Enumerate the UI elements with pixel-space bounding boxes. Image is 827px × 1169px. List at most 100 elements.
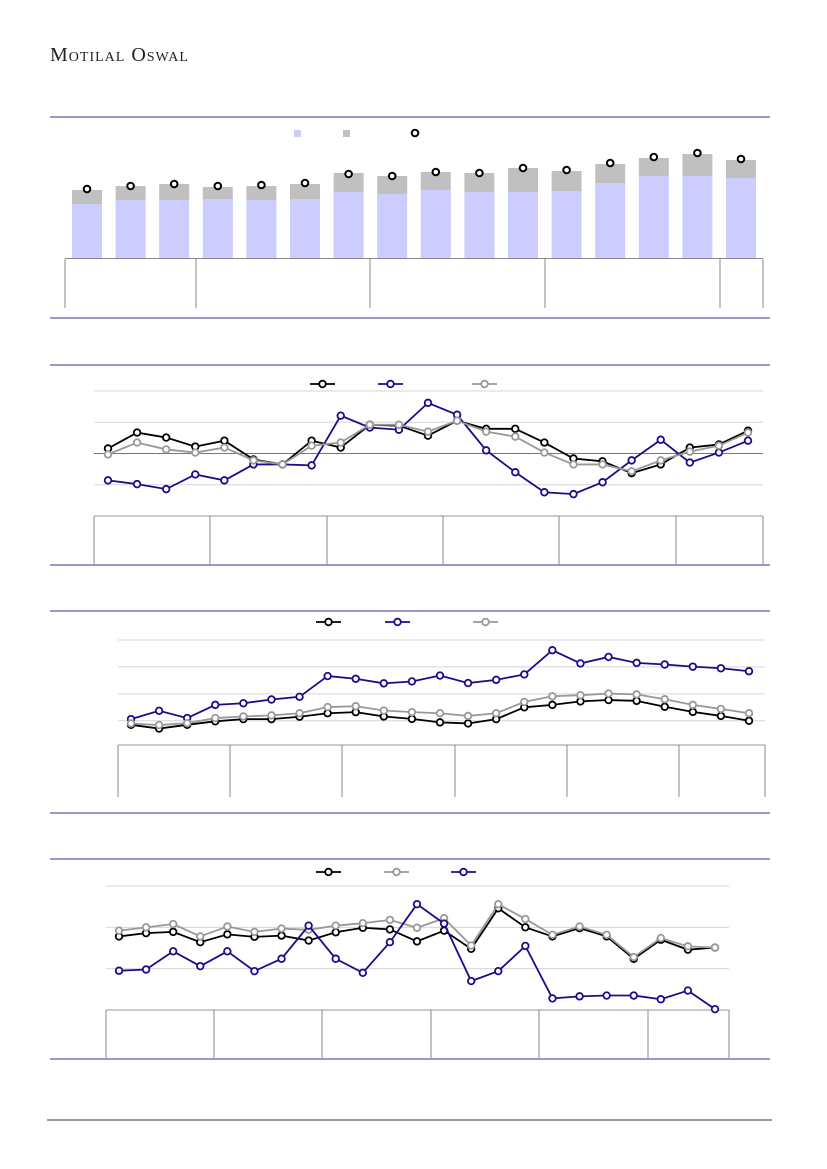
data-point-navy	[435, 671, 445, 680]
data-point-navy	[494, 966, 503, 976]
data-point-grey	[126, 719, 136, 728]
data-point-grey	[520, 697, 529, 707]
data-point-navy	[602, 991, 611, 1000]
data-point-grey	[394, 420, 404, 429]
data-point-navy	[520, 670, 529, 679]
data-point-navy	[576, 659, 585, 668]
data-point-grey	[569, 460, 578, 469]
legend-marker-navy	[393, 617, 402, 627]
data-point-grey	[379, 706, 389, 715]
data-point-grey	[576, 690, 585, 700]
marker-point	[431, 167, 441, 177]
data-point-grey	[196, 932, 205, 941]
bar-segment-primary	[726, 178, 756, 258]
marker-point	[387, 171, 397, 181]
data-point-grey	[307, 441, 316, 450]
data-point-black	[716, 711, 726, 721]
series-line-navy	[107, 401, 749, 496]
marker-point	[736, 154, 746, 164]
data-point-navy	[196, 961, 205, 971]
data-point-navy	[481, 446, 491, 455]
data-point-grey	[548, 692, 557, 701]
bar-segment-primary	[72, 204, 102, 258]
data-point-navy	[491, 675, 501, 685]
data-point-black	[688, 707, 698, 717]
data-point-grey	[336, 438, 345, 447]
data-point-grey	[656, 456, 665, 465]
bar-segment-secondary	[420, 172, 451, 190]
data-point-navy	[267, 695, 276, 704]
data-point-grey	[627, 467, 636, 476]
legend-marker-navy	[459, 867, 468, 877]
data-point-grey	[277, 924, 286, 933]
data-point-grey	[452, 416, 462, 425]
data-point-grey	[685, 447, 695, 456]
bar-segment-primary	[638, 176, 669, 258]
bar-segment-primary	[202, 199, 233, 258]
data-point-grey	[295, 709, 304, 718]
data-point-grey	[351, 702, 360, 711]
bar-segment-secondary	[377, 176, 408, 194]
data-point-black	[540, 438, 549, 447]
data-point-grey	[249, 456, 258, 465]
data-point-black	[132, 428, 142, 437]
data-point-grey	[632, 690, 641, 699]
legend-swatch-secondary	[343, 130, 350, 137]
data-point-navy	[569, 489, 578, 499]
legend-marker-black	[324, 617, 333, 627]
data-point-grey	[223, 922, 232, 931]
data-point-navy	[379, 679, 389, 688]
bar-segment-secondary	[202, 187, 233, 199]
data-point-grey	[267, 711, 276, 720]
data-point-grey	[598, 460, 607, 469]
data-point-navy	[239, 699, 248, 708]
data-point-grey	[604, 689, 613, 698]
data-point-black	[220, 436, 229, 445]
bar-segment-primary	[159, 200, 190, 258]
data-point-grey	[191, 448, 200, 457]
data-point-navy	[331, 954, 340, 963]
legend-marker-grey	[481, 617, 490, 627]
data-point-navy	[103, 476, 113, 485]
data-point-navy	[161, 484, 171, 494]
marker-point	[475, 168, 484, 178]
data-point-grey	[716, 704, 726, 714]
bar-segment-primary	[595, 183, 626, 258]
legend-marker-grey	[480, 379, 489, 389]
marker-point	[126, 181, 135, 191]
data-point-grey	[161, 445, 171, 454]
data-point-grey	[602, 930, 611, 939]
data-point-navy	[656, 995, 666, 1004]
data-point-black	[521, 923, 530, 932]
data-point-grey	[466, 941, 476, 950]
marker-point	[82, 184, 92, 194]
data-point-grey	[182, 718, 192, 728]
data-point-black	[277, 931, 286, 940]
legend-swatch-primary	[294, 130, 301, 137]
data-point-navy	[141, 965, 151, 974]
data-point-navy	[168, 947, 178, 956]
data-point-black	[435, 718, 445, 727]
data-point-black	[223, 930, 232, 939]
data-point-navy	[656, 435, 665, 444]
data-point-grey	[744, 709, 754, 718]
data-point-navy	[423, 398, 433, 408]
data-point-grey	[250, 927, 259, 937]
marker-point	[605, 158, 615, 168]
data-point-grey	[412, 923, 422, 932]
data-point-grey	[656, 933, 666, 943]
data-point-black	[168, 927, 178, 937]
bar-segment-secondary	[115, 186, 146, 200]
data-point-black	[511, 424, 520, 434]
data-point-grey	[103, 450, 113, 459]
data-point-navy	[629, 991, 638, 1000]
data-point-navy	[385, 938, 395, 947]
data-point-grey	[435, 709, 445, 718]
bar-segment-primary	[377, 194, 408, 258]
bar-segment-secondary	[726, 160, 756, 178]
data-point-navy	[351, 674, 360, 683]
data-point-navy	[412, 899, 422, 909]
bar-segment-primary	[508, 192, 538, 258]
data-point-grey	[168, 919, 178, 929]
